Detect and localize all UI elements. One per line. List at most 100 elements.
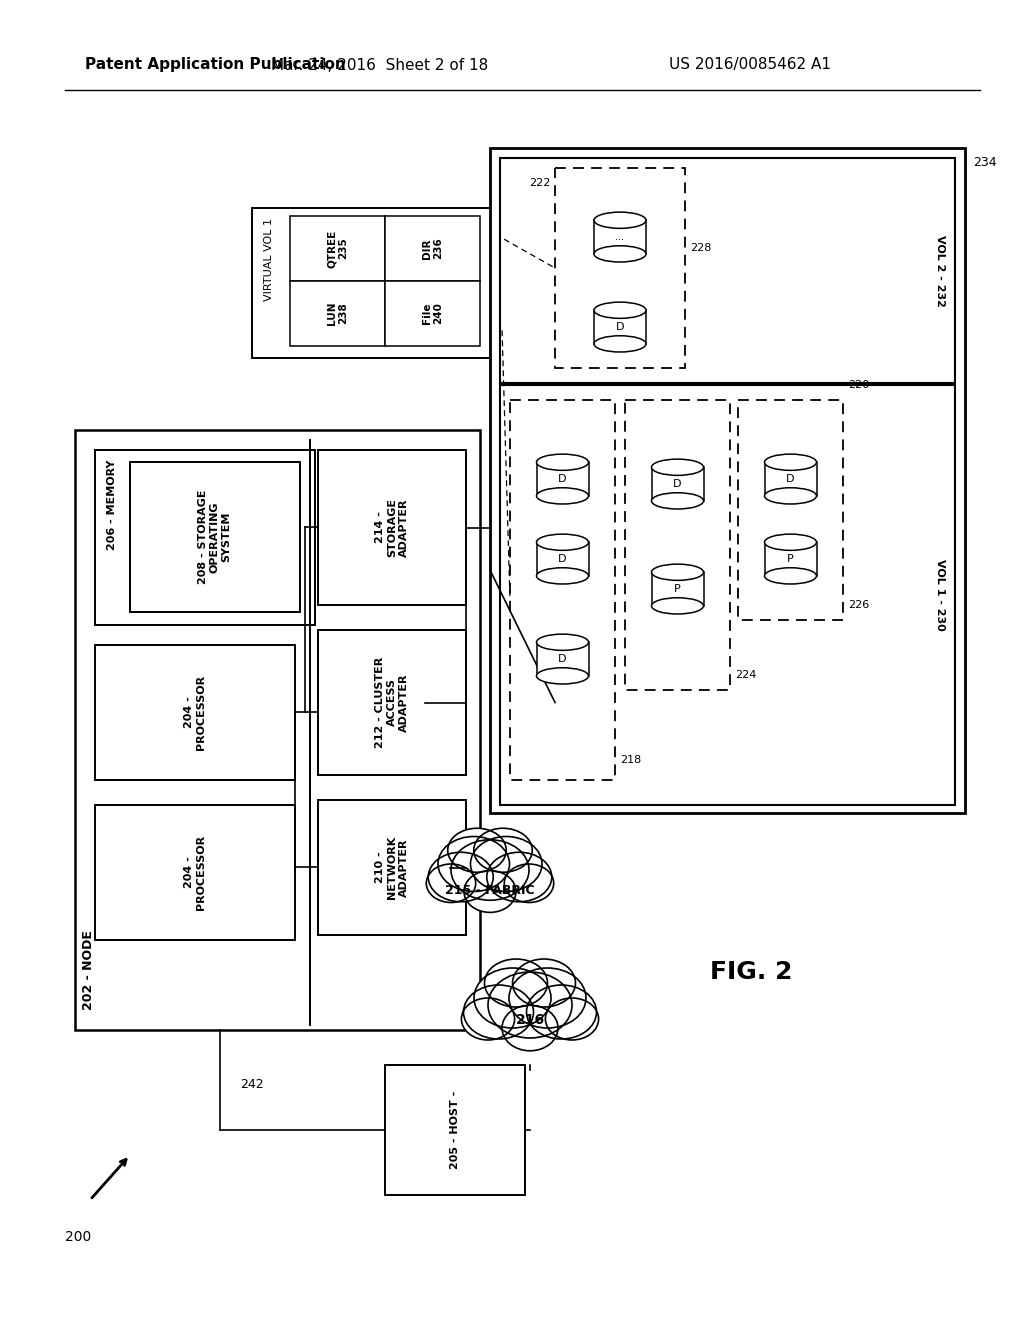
Text: File
240: File 240 [422,302,443,325]
Ellipse shape [447,828,506,873]
Ellipse shape [474,968,551,1028]
Ellipse shape [509,968,586,1028]
Text: D: D [615,322,625,333]
Text: 205 - HOST -: 205 - HOST - [450,1090,460,1170]
Ellipse shape [428,853,494,902]
Text: P: P [787,554,794,564]
Bar [537,543,589,576]
Ellipse shape [426,865,476,903]
Text: 215 - FABRIC: 215 - FABRIC [445,883,535,896]
Ellipse shape [594,213,646,228]
Bar [290,216,385,281]
Text: VOL 2 - 232: VOL 2 - 232 [935,235,945,306]
Text: 234: 234 [973,156,996,169]
Bar [594,310,646,345]
Text: P: P [674,583,681,594]
Text: 216: 216 [515,1012,545,1027]
Text: LUN
238: LUN 238 [327,302,348,325]
Bar [75,430,480,1030]
Bar [500,385,955,805]
Ellipse shape [537,454,589,470]
Ellipse shape [765,535,816,550]
Ellipse shape [651,598,703,614]
Ellipse shape [765,568,816,583]
Ellipse shape [462,998,515,1040]
Ellipse shape [537,668,589,684]
Bar [738,400,843,620]
Text: D: D [558,474,566,484]
Ellipse shape [594,246,646,261]
Text: 210 -
NETWORK
ADAPTER: 210 - NETWORK ADAPTER [376,836,409,899]
Text: 202 - NODE: 202 - NODE [83,931,95,1010]
Ellipse shape [651,459,703,475]
Ellipse shape [765,454,816,470]
Text: 220: 220 [848,380,869,389]
Text: 200: 200 [65,1230,91,1243]
Text: DIR
236: DIR 236 [422,238,443,259]
Bar [555,168,685,368]
Ellipse shape [474,828,532,873]
Text: 228: 228 [690,243,712,253]
Ellipse shape [765,488,816,504]
Ellipse shape [594,335,646,352]
Text: 204 -
PROCESSOR: 204 - PROCESSOR [184,675,206,750]
Bar [95,805,295,940]
Bar [537,643,589,676]
Text: Mar. 24, 2016  Sheet 2 of 18: Mar. 24, 2016 Sheet 2 of 18 [271,58,488,73]
Ellipse shape [526,985,597,1039]
Text: QTREE
235: QTREE 235 [327,230,348,268]
Text: Patent Application Publication: Patent Application Publication [85,58,346,73]
Bar [500,158,955,383]
Ellipse shape [651,564,703,581]
Bar [537,462,589,496]
Bar [625,400,730,690]
Bar [252,209,502,358]
Bar [510,400,615,780]
Text: 204 -
PROCESSOR: 204 - PROCESSOR [184,836,206,909]
Text: 222: 222 [528,178,550,187]
Text: 218: 218 [620,755,641,766]
Bar [385,216,480,281]
Ellipse shape [486,853,552,902]
Bar [385,1065,525,1195]
Text: 212 - CLUSTER
ACCESS
ADAPTER: 212 - CLUSTER ACCESS ADAPTER [376,657,409,748]
Ellipse shape [438,837,510,891]
Text: 206 - MEMORY: 206 - MEMORY [106,459,117,550]
Text: D: D [786,474,795,484]
Ellipse shape [537,568,589,583]
Ellipse shape [451,840,529,900]
Ellipse shape [537,535,589,550]
Text: 226: 226 [848,601,869,610]
Bar [651,573,703,606]
Ellipse shape [464,985,534,1039]
Text: FIG. 2: FIG. 2 [710,960,793,983]
Text: 208 - STORAGE
OPERATING
SYSTEM: 208 - STORAGE OPERATING SYSTEM [199,490,231,585]
Bar [651,467,703,500]
Text: VOL 1 - 230: VOL 1 - 230 [935,560,945,631]
Text: 214 -
STORAGE
ADAPTER: 214 - STORAGE ADAPTER [376,498,409,557]
Bar [318,450,466,605]
Text: 224: 224 [735,671,757,680]
Text: VIRTUAL VOL 1: VIRTUAL VOL 1 [264,218,274,301]
Bar [765,462,816,496]
Ellipse shape [484,960,548,1007]
Bar [95,645,295,780]
Ellipse shape [651,492,703,510]
Bar [594,220,646,253]
Bar [290,281,385,346]
Ellipse shape [512,960,575,1007]
Text: D: D [673,479,682,488]
Ellipse shape [464,871,516,912]
Ellipse shape [594,302,646,318]
Text: ...: ... [615,232,625,242]
Bar [130,462,300,612]
Text: US 2016/0085462 A1: US 2016/0085462 A1 [669,58,831,73]
Bar [385,281,480,346]
Ellipse shape [546,998,599,1040]
Bar [95,450,315,624]
Bar [490,148,965,813]
Bar [318,800,466,935]
Ellipse shape [488,972,572,1038]
Bar [318,630,466,775]
Ellipse shape [504,865,554,903]
